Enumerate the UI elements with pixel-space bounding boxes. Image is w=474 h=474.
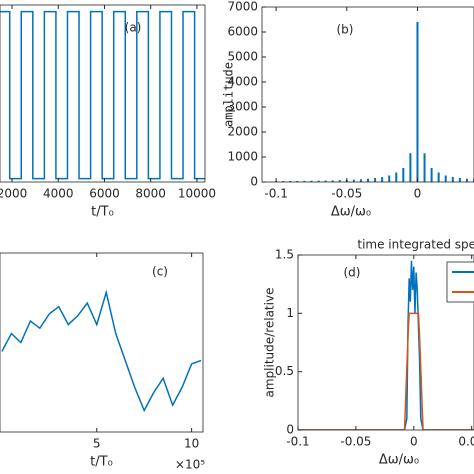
bar: [367, 178, 369, 182]
panel: 2000 4000 6000 8000 10000 t/T₀ (a): [0, 4, 216, 220]
bar: [359, 179, 362, 182]
x-tick-label: -0.05: [331, 187, 362, 201]
bar: [409, 153, 412, 182]
panel-label: (d): [344, 266, 361, 280]
plot-area: [275, 22, 474, 182]
axes-frame: [261, 6, 474, 183]
y-axis-label: amplitude: [222, 62, 236, 127]
bar: [296, 180, 299, 182]
bar: [423, 153, 426, 182]
bar: [416, 22, 419, 182]
bar: [402, 168, 405, 182]
bar: [430, 168, 433, 182]
y-tick-label: 1: [286, 306, 294, 320]
plot-area: [0, 10, 205, 180]
x-axis-label: Δω/ω₀: [331, 205, 371, 220]
y-axis-label: amplitude/relative: [263, 288, 277, 398]
bar: [282, 181, 285, 182]
plot-area: [298, 260, 474, 430]
bar: [338, 180, 341, 182]
x-tick-label: 10000: [178, 187, 216, 201]
y-tick-label: 6000: [227, 25, 258, 39]
x-tick-label: -0.05: [340, 435, 371, 449]
bar: [374, 178, 377, 182]
y-tick-label: 3000: [227, 100, 258, 114]
panel-label: (b): [337, 23, 354, 37]
bar: [289, 181, 292, 182]
panel: -0.1 -0.05 0 0 1000 2000 3000 4000 5000 6000 7000 Δ…: [222, 0, 474, 220]
x-tick-label: 0: [410, 435, 418, 449]
y-tick-label: 1000: [227, 150, 258, 164]
y-tick-label: 4000: [227, 75, 258, 89]
bar: [317, 180, 320, 182]
bar: [324, 180, 327, 182]
bar: [381, 177, 384, 182]
bar: [465, 178, 468, 182]
y-tick-label: 2000: [227, 125, 258, 139]
x-tick-label: 2000: [0, 187, 27, 201]
y-tick-label: 1.5: [275, 248, 294, 262]
x-tick-label: 8000: [135, 187, 166, 201]
axes-frame: [0, 4, 206, 183]
y-tick-label: 7000: [227, 0, 258, 14]
panel: -0.1 -0.05 0 0.05 0 0.5 1 1.5 Δω/ω₀ amplitude/rel…: [263, 238, 474, 468]
panel-label: (a): [125, 21, 142, 35]
x-axis-label: Δω/ω₀: [379, 453, 419, 468]
bar: [451, 177, 454, 182]
bar: [437, 172, 440, 182]
series-line: [0, 10, 205, 180]
x-tick-label: -0.1: [264, 187, 287, 201]
bar: [458, 178, 461, 182]
x-axis-label: t/T₀: [91, 205, 114, 220]
bar: [388, 175, 391, 182]
bar: [310, 180, 313, 182]
x-tick-label: 0.05: [458, 435, 474, 449]
legend-box: [446, 261, 474, 303]
bar: [444, 175, 447, 182]
x-tick-label: 5: [93, 437, 101, 451]
y-tick-label: 0: [286, 423, 294, 437]
y-tick-label: 5000: [227, 50, 258, 64]
series-line: [1, 289, 202, 413]
bar: [303, 180, 306, 182]
bar: [395, 172, 398, 182]
x-tick-label: 0: [414, 187, 422, 201]
chart-title: time integrated spec: [357, 238, 474, 252]
x-tick-label: 4000: [43, 187, 74, 201]
series-line: [298, 312, 474, 430]
axes-frame: [297, 254, 474, 431]
bar: [352, 179, 355, 182]
bar: [331, 180, 334, 182]
panel: 5 10 t/T₀ (c) ×10⁵: [0, 252, 205, 472]
x-tick-label: -0.1: [286, 435, 309, 449]
y-tick-label: 0: [250, 175, 258, 189]
x-multiplier: ×10⁵: [175, 458, 205, 472]
panel-label: (c): [152, 265, 168, 279]
y-tick-label: 0.5: [275, 364, 294, 378]
x-axis-label: t/T₀: [90, 455, 113, 470]
plot-area: [1, 289, 202, 413]
x-tick-label: 6000: [89, 187, 120, 201]
x-tick-label: 10: [184, 437, 199, 451]
axes-frame: [0, 252, 204, 433]
